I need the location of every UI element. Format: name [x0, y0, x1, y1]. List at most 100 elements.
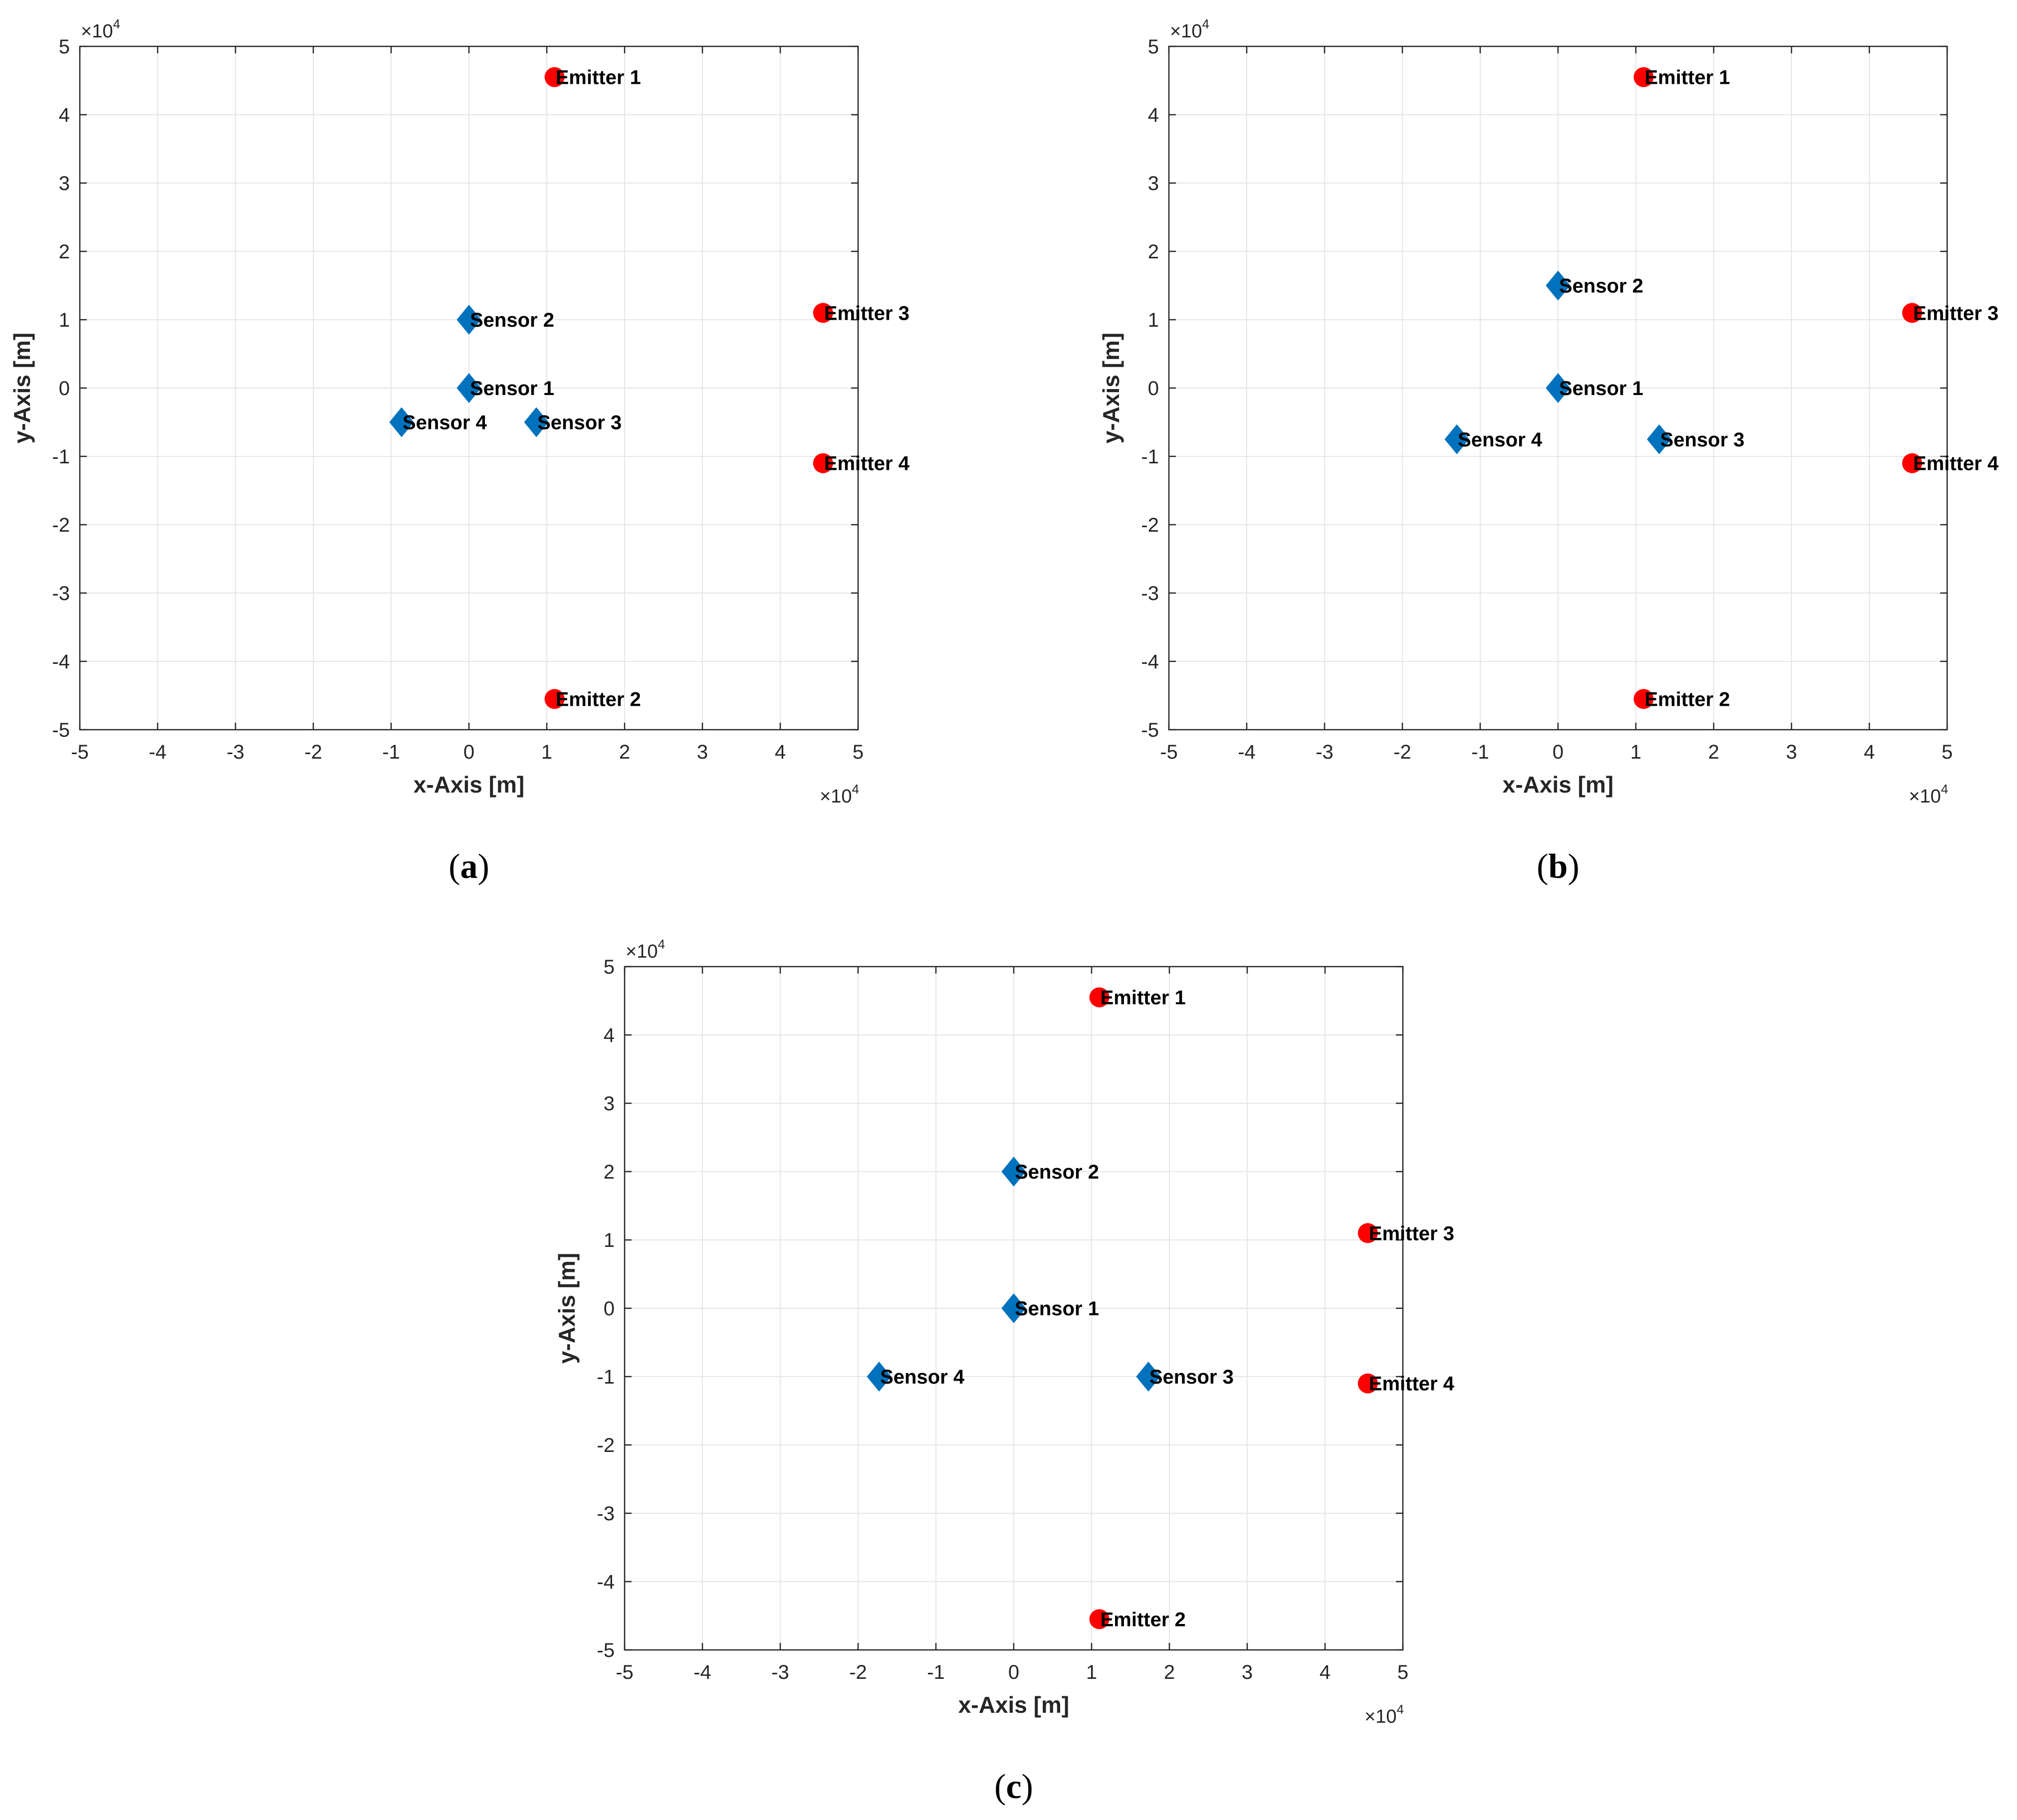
sensor-1-label: Sensor 1 — [470, 378, 554, 400]
x-multiplier-exponent: 4 — [1941, 782, 1948, 797]
y-multiplier-base: ×10 — [81, 21, 113, 42]
emitter-2-marker — [1633, 689, 1654, 709]
y-tick-label: 5 — [604, 956, 615, 978]
sensor-4-label: Sensor 4 — [880, 1366, 965, 1388]
x-tick-label: -3 — [226, 741, 244, 763]
emitter-2-marker — [544, 689, 565, 709]
emitter-3-marker — [1357, 1223, 1378, 1243]
y-axis-label: y-Axis [m] — [9, 333, 35, 443]
y-tick-label: 5 — [1148, 36, 1159, 58]
x-multiplier-exponent: 4 — [852, 782, 859, 797]
panel-a: -5 -4 -3 -2 -1 0 1 2 3 4 5-5-4-3-2-1012345×104×104… — [9, 16, 910, 886]
x-tick-label: 1 — [1086, 1661, 1097, 1683]
x-tick-label: 2 — [619, 741, 630, 763]
emitter-4-marker — [1902, 453, 1922, 473]
sensor-3-label: Sensor 3 — [1149, 1366, 1234, 1388]
emitter-4-marker — [1357, 1373, 1378, 1394]
x-tick-label: -1 — [927, 1661, 945, 1683]
emitter-3-label: Emitter 3 — [1913, 302, 1999, 324]
caption-b: (b) — [1537, 847, 1579, 886]
sensor-1-label: Sensor 1 — [1559, 378, 1643, 400]
y-tick-label: -5 — [1141, 719, 1159, 741]
y-axis-label: y-Axis [m] — [1098, 333, 1124, 443]
emitter-4-label: Emitter 4 — [1913, 453, 1999, 475]
x-tick-label: 5 — [1397, 1661, 1408, 1683]
y-tick-label: 0 — [604, 1298, 615, 1320]
emitter-1-marker — [544, 67, 565, 87]
sensor-1-marker — [1001, 1293, 1026, 1323]
emitter-3-label: Emitter 3 — [824, 302, 909, 324]
y-tick-label: 4 — [59, 104, 70, 126]
sensor-3-marker — [1647, 424, 1672, 454]
y-tick-label: -1 — [597, 1366, 615, 1388]
emitter-1-label: Emitter 1 — [556, 67, 641, 89]
y-tick-label: 1 — [604, 1229, 615, 1251]
y-tick-label: -2 — [597, 1434, 615, 1456]
sensor-3-label: Sensor 3 — [537, 412, 622, 434]
x-tick-label: -2 — [849, 1661, 867, 1683]
x-multiplier-base: ×10 — [820, 786, 852, 807]
x-multiplier-base: ×10 — [1909, 786, 1941, 807]
x-tick-label: 1 — [1630, 741, 1641, 763]
y-tick-label: -5 — [52, 719, 70, 741]
x-tick-label: 4 — [1320, 1661, 1331, 1683]
x-tick-label: -5 — [616, 1661, 634, 1683]
sensor-3-label: Sensor 3 — [1660, 429, 1745, 451]
x-tick-label: -4 — [1238, 741, 1256, 763]
emitter-1-marker — [1089, 987, 1110, 1008]
y-tick-label: 2 — [604, 1161, 615, 1183]
sensor-2-label: Sensor 2 — [470, 309, 554, 331]
y-multiplier-exponent: 4 — [1202, 16, 1209, 31]
x-tick-label: -3 — [771, 1661, 789, 1683]
x-tick-label: 2 — [1708, 741, 1719, 763]
y-tick-label: 2 — [1148, 241, 1159, 263]
emitter-3-marker — [1902, 303, 1922, 323]
caption-letter: c — [1006, 1768, 1021, 1806]
y-tick-label: -1 — [52, 446, 70, 468]
axes-box — [624, 966, 1404, 1651]
x-multiplier: ×104 — [1364, 1702, 1404, 1727]
caption-close: ) — [1568, 847, 1579, 886]
x-tick-label: -5 — [71, 741, 89, 763]
y-multiplier: ×104 — [626, 937, 665, 962]
sensor-4-label: Sensor 4 — [1458, 429, 1543, 451]
emitter-1-label: Emitter 1 — [1101, 987, 1186, 1009]
y-tick-label: -3 — [52, 583, 70, 605]
emitter-4-marker — [813, 453, 833, 473]
sensor-4-marker — [1444, 424, 1469, 454]
x-multiplier: ×104 — [1909, 782, 1948, 807]
sensor-3-marker — [524, 407, 549, 437]
x-tick-label: -1 — [1471, 741, 1489, 763]
y-tick-label: -1 — [1141, 446, 1159, 468]
y-tick-label: -4 — [52, 651, 70, 673]
x-tick-label: 3 — [697, 741, 708, 763]
x-tick-label: -1 — [382, 741, 400, 763]
caption-a: (a) — [448, 847, 489, 886]
sensor-1-label: Sensor 1 — [1015, 1298, 1099, 1320]
x-tick-label: -4 — [693, 1661, 711, 1683]
y-tick-label: 1 — [59, 309, 70, 331]
x-multiplier-exponent: 4 — [1397, 1702, 1404, 1717]
x-tick-label: -4 — [149, 741, 167, 763]
y-multiplier-exponent: 4 — [113, 16, 120, 31]
sensor-4-label: Sensor 4 — [403, 412, 487, 434]
x-tick-label: 4 — [1864, 741, 1875, 763]
sensor-1-marker — [1546, 373, 1570, 403]
y-tick-label: -2 — [1141, 514, 1159, 536]
emitter-1-marker — [1633, 67, 1654, 87]
y-axis-label: y-Axis [m] — [554, 1253, 580, 1364]
x-axis-label: x-Axis [m] — [1503, 772, 1613, 798]
sensor-2-label: Sensor 2 — [1015, 1161, 1099, 1183]
x-tick-label: 4 — [775, 741, 786, 763]
x-tick-label: 5 — [1942, 741, 1953, 763]
caption-open: ( — [994, 1768, 1006, 1806]
y-tick-label: 5 — [59, 36, 70, 58]
x-multiplier: ×104 — [820, 782, 859, 807]
sensor-2-label: Sensor 2 — [1559, 275, 1643, 297]
y-multiplier-base: ×10 — [1170, 21, 1202, 42]
panel-b: -5 -4 -3 -2 -1 0 1 2 3 4 5-5-4-3-2-1012345×104×104… — [1098, 16, 1999, 886]
x-tick-label: 3 — [1242, 1661, 1253, 1683]
sensor-4-marker — [389, 407, 414, 437]
y-multiplier-exponent: 4 — [658, 937, 665, 952]
